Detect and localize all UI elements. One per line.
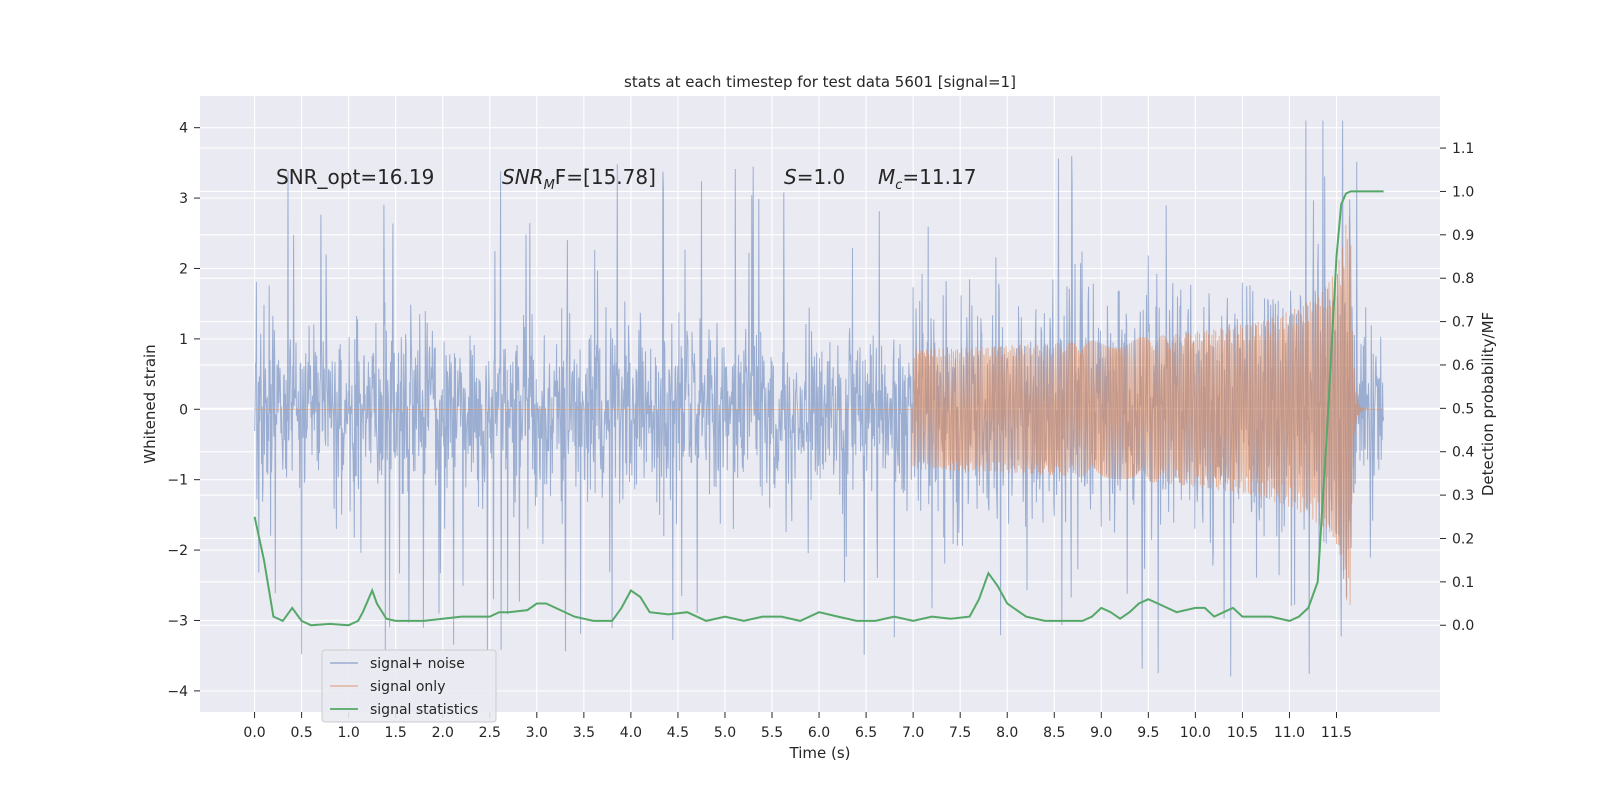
y-axis-title: Whitened strain	[141, 344, 159, 463]
x-tick-label: 1.0	[338, 725, 360, 741]
x-tick-label: 0.0	[243, 725, 265, 741]
chart-title: stats at each timestep for test data 560…	[624, 73, 1016, 91]
x-tick-label: 10.0	[1180, 725, 1211, 741]
legend-label-signal-statistics: signal statistics	[370, 702, 478, 718]
y2-tick-label: 0.7	[1452, 315, 1474, 331]
annotation-s-label: S	[784, 165, 797, 189]
y-axis-left: 4 3 2 1 0 −1 −2 −3 −4	[167, 121, 200, 700]
y-axis-right: 1.1 1.0 0.9 0.8 0.7 0.6 0.5 0.4 0.3 0.2 0.1 0.0	[1440, 141, 1474, 634]
y2-tick-label: 0.6	[1452, 358, 1474, 374]
annotation-snr-mf-label: SNR	[502, 165, 544, 189]
legend-label-signal-only: signal only	[370, 679, 445, 695]
y2-tick-label: 0.5	[1452, 401, 1474, 417]
annotation-snr-mf-tail: F=[15.78]	[555, 165, 656, 189]
x-tick-label: 9.5	[1137, 725, 1159, 741]
legend: signal+ noise signal only signal statist…	[321, 649, 497, 723]
annotation-s: S=1.0	[784, 165, 845, 189]
x-tick-label: 7.5	[949, 725, 971, 741]
y-tick-label: 2	[179, 261, 188, 277]
y-tick-label: 4	[179, 121, 188, 137]
series-signal-statistics	[253, 190, 1384, 627]
series-signal-only	[254, 216, 1384, 606]
x-axis-title: Time (s)	[789, 744, 851, 762]
annotation-mc: Mc=11.17	[878, 165, 976, 193]
y-tick-label: −3	[167, 613, 188, 629]
y2-tick-label: 0.9	[1452, 228, 1474, 244]
y-tick-label: 0	[179, 402, 188, 418]
legend-label-signal-noise: signal+ noise	[370, 656, 465, 672]
y2-tick-label: 1.1	[1452, 141, 1474, 157]
annotation-s-value: =1.0	[797, 165, 846, 189]
annotation-mc-sub: c	[895, 178, 902, 193]
y2-tick-label: 1.0	[1452, 184, 1474, 200]
x-tick-label: 9.0	[1090, 725, 1112, 741]
x-tick-label: 1.5	[385, 725, 407, 741]
annotation-mc-label: M	[878, 165, 895, 189]
x-tick-label: 4.5	[667, 725, 689, 741]
y2-tick-label: 0.2	[1452, 531, 1474, 547]
x-tick-label: 3.5	[573, 725, 595, 741]
y-tick-label: −1	[167, 473, 188, 489]
annotation-snr-mf-sub: M	[544, 178, 555, 193]
x-axis: 0.0 0.5 1.0 1.5 2.0 2.5 3.0 3.5 4.0 4.5 5.0 5.5 6.0 6…	[243, 712, 1352, 741]
x-tick-label: 7.0	[902, 725, 924, 741]
x-tick-label: 8.5	[1043, 725, 1065, 741]
x-tick-label: 5.0	[714, 725, 736, 741]
y-tick-label: 1	[179, 332, 188, 348]
x-tick-label: 3.0	[526, 725, 548, 741]
x-tick-label: 6.5	[855, 725, 877, 741]
x-tick-label: 2.0	[432, 725, 454, 741]
y-tick-label: −2	[167, 543, 188, 559]
y-tick-label: 3	[179, 191, 188, 207]
y2-axis-title: Detection probability/MF	[1479, 312, 1497, 496]
x-tick-label: 11.0	[1274, 725, 1305, 741]
x-tick-label: 8.0	[996, 725, 1018, 741]
x-tick-label: 2.5	[479, 725, 501, 741]
signal-statistics-line	[253, 190, 1384, 627]
annotation-snr-mf: SNRMF=[15.78]	[502, 165, 656, 193]
y2-tick-label: 0.1	[1452, 575, 1474, 591]
x-tick-label: 4.0	[620, 725, 642, 741]
y2-tick-label: 0.4	[1452, 445, 1474, 461]
x-tick-label: 6.0	[808, 725, 830, 741]
y2-tick-label: 0.0	[1452, 618, 1474, 634]
annotation-mc-value: =11.17	[902, 165, 976, 189]
legend-box	[321, 649, 497, 723]
x-tick-label: 10.5	[1227, 725, 1258, 741]
x-tick-label: 11.5	[1321, 725, 1352, 741]
y-tick-label: −4	[167, 684, 188, 700]
y2-tick-label: 0.8	[1452, 271, 1474, 287]
annotation-snr-opt: SNR_opt=16.19	[276, 165, 434, 189]
y2-tick-label: 0.3	[1452, 488, 1474, 504]
x-tick-label: 0.5	[290, 725, 312, 741]
x-tick-label: 5.5	[761, 725, 783, 741]
signal-only-line	[254, 216, 1384, 606]
